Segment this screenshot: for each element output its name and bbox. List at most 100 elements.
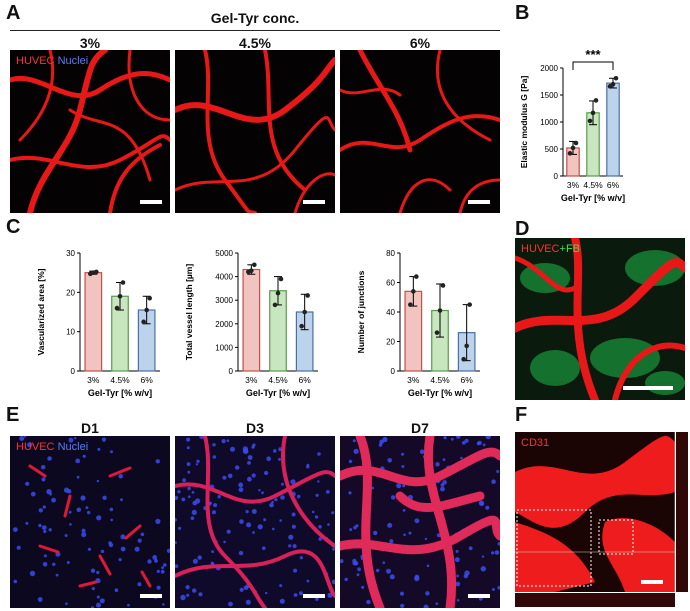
panel-a-image-3: HUVEC Nuclei	[10, 50, 170, 213]
nucleus-dot	[297, 494, 301, 499]
data-point	[434, 330, 440, 335]
panel-a-title-rule	[10, 30, 500, 31]
nucleus-dot	[178, 526, 182, 530]
panel-b-letter: B	[515, 2, 530, 24]
scale-bar	[303, 200, 325, 204]
nucleus-dot	[108, 541, 112, 545]
nucleus-dot	[187, 486, 191, 491]
nucleus-dot	[226, 439, 230, 442]
panel-a-title: Gel-Tyr conc.	[210, 10, 300, 26]
y-tick-label: 3000	[215, 296, 233, 305]
nucleus-dot	[299, 556, 303, 560]
nucleus-dot	[456, 436, 461, 439]
nucleus-dot	[110, 518, 113, 522]
nucleus-dot	[317, 452, 321, 456]
nucleus-dot	[64, 534, 68, 537]
nucleus-dot	[217, 495, 221, 499]
x-tick-label: 6%	[299, 375, 312, 385]
panel-a-letter: A	[6, 2, 21, 24]
nucleus-dot	[16, 545, 21, 550]
nucleus-dot	[479, 501, 485, 506]
panel-d-letter: D	[515, 218, 530, 240]
panel-e-image-d1: HUVEC Nuclei	[10, 436, 170, 608]
nucleus-dot	[269, 502, 274, 508]
y-tick-label: 60	[386, 279, 395, 288]
nucleus-dot	[230, 446, 235, 452]
chart-c-vessel-length: 0 1000 2000 3000 4000 5000 3% 4.5% 6% Gel-Tyr [% …	[184, 249, 318, 398]
panel-f-image: CD31	[515, 432, 675, 592]
nucleus-dot	[120, 534, 126, 540]
nucleus-dot	[468, 546, 473, 551]
data-point	[120, 280, 126, 285]
nucleus-dot	[265, 591, 268, 595]
y-tick-label: 0	[554, 172, 559, 181]
panel-a-image-4-5	[175, 50, 335, 213]
data-point	[464, 343, 469, 349]
y-tick-label: 1000	[215, 343, 233, 352]
nucleus-dot	[48, 528, 52, 532]
nucleus-dot	[247, 461, 251, 465]
nucleus-dot	[38, 523, 42, 528]
nucleus-dot	[327, 592, 333, 598]
nucleus-dot	[264, 470, 269, 476]
nucleus-dot	[306, 579, 310, 583]
y-tick-label: 1500	[540, 91, 558, 100]
y-tick-label: 5000	[215, 249, 233, 258]
data-point	[272, 302, 278, 308]
nucleus-dot	[186, 462, 191, 466]
nucleus-dot	[211, 550, 214, 553]
data-point	[613, 75, 619, 81]
nucleus-dot	[315, 597, 319, 601]
nucleus-dot	[199, 436, 205, 439]
nucleus-dot	[110, 450, 113, 454]
nucleus-dot	[109, 507, 114, 512]
y-tick-label: 2000	[540, 64, 558, 73]
vessel-network-image	[340, 50, 500, 213]
x-tick-label: 6%	[607, 180, 620, 190]
data-point	[573, 140, 579, 146]
nucleus-dot	[440, 486, 445, 492]
nucleus-dot	[340, 559, 344, 564]
nucleus-dot	[272, 527, 275, 531]
nucleus-dot	[177, 490, 181, 494]
vessel-network-image	[175, 50, 335, 213]
panel-c-letter: C	[6, 216, 21, 238]
nucleus-dot	[311, 510, 315, 514]
data-point	[117, 293, 123, 299]
scale-bar	[140, 200, 162, 204]
nucleus-dot	[66, 561, 70, 564]
y-axis-label: Elastic modulus G [Pa]	[519, 76, 529, 169]
nucleus-dot	[192, 500, 198, 506]
panel-e-col-d3: D3	[246, 420, 264, 436]
nucleus-dot	[90, 568, 96, 573]
nucleus-dot	[186, 446, 190, 450]
panel-f-letter: F	[515, 404, 528, 426]
nucleus-dot	[155, 459, 160, 464]
nucleus-dot	[382, 561, 386, 564]
nucleus-dot	[263, 518, 267, 522]
nucleus-dot	[175, 517, 177, 522]
data-point	[249, 268, 254, 273]
nucleus-dot	[252, 531, 255, 534]
nucleus-dot	[227, 473, 233, 479]
nucleus-dot	[69, 523, 72, 526]
nucleus-dot	[166, 548, 170, 553]
chart-c-junctions: 0 20 40 60 80 3% 4.5% 6% Gel-Tyr [% w/v] Number o…	[356, 249, 480, 398]
nucleus-dot	[403, 533, 406, 537]
nucleus-dot	[191, 491, 195, 494]
nucleus-dot	[27, 442, 33, 448]
nucleus-dot	[463, 573, 469, 579]
nucleus-dot	[191, 509, 197, 515]
nucleus-dot	[279, 584, 283, 588]
nucleus-dot	[387, 458, 392, 463]
chart-c-vascularized-area: 0 10 20 30 3% 4.5% 6% Gel-Tyr [% w/v] Vasculariz…	[36, 249, 160, 398]
data-point	[467, 302, 472, 307]
nucleus-dot	[13, 579, 18, 584]
nucleus-dot	[96, 515, 102, 521]
nucleus-dot	[41, 465, 46, 470]
nucleus-dot	[127, 603, 130, 607]
nucleus-dot	[101, 437, 107, 442]
nucleus-dot	[75, 458, 81, 464]
data-point	[94, 269, 99, 275]
nucleus-dot	[454, 557, 460, 563]
